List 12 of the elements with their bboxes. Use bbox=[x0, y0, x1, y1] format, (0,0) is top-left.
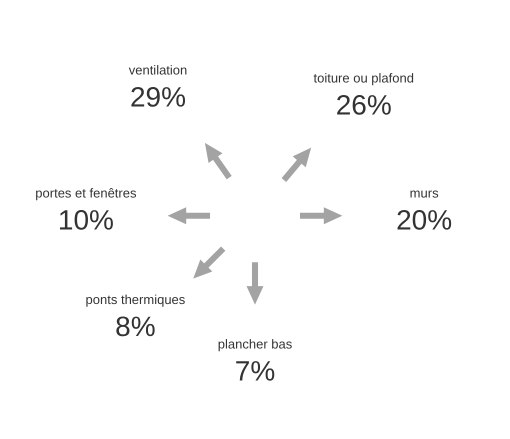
data-label: 20% bbox=[396, 204, 452, 236]
category-label: ponts thermiques bbox=[86, 292, 186, 308]
data-label: 8% bbox=[115, 311, 156, 342]
data-label: 26% bbox=[336, 89, 392, 120]
category-label: plancher bas bbox=[218, 336, 293, 352]
category-label: toiture ou plafond bbox=[313, 70, 414, 86]
data-label: 10% bbox=[58, 204, 114, 236]
data-label: 29% bbox=[130, 81, 186, 112]
category-label: murs bbox=[410, 186, 440, 201]
data-label: 7% bbox=[234, 355, 276, 386]
category-label: portes et fenêtres bbox=[35, 186, 137, 201]
category-label: ventilation bbox=[128, 62, 188, 78]
